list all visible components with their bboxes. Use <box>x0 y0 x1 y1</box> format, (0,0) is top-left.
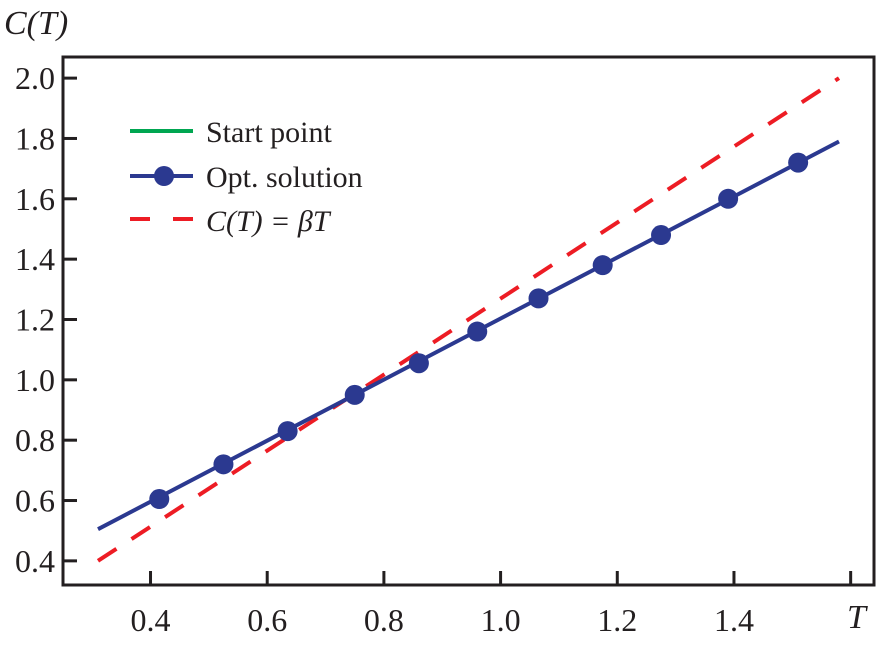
opt-solution-point <box>467 321 488 342</box>
opt-solution-point <box>528 288 549 309</box>
y-tick-label: 1.8 <box>15 120 55 156</box>
plot-area: 0.4 0.6 0.8 1.0 1.2 1.4 1.6 1.8 2.0 0.4 0.6 0.8 1.0 1… <box>15 55 876 638</box>
x-tick-label: 1.2 <box>597 602 637 638</box>
legend-item-opt-solution: Opt. solution <box>130 161 363 194</box>
opt-solution-point <box>344 384 365 405</box>
opt-solution-point <box>788 152 809 173</box>
x-tick-label: 1.0 <box>481 602 521 638</box>
x-tick-label: 1.4 <box>714 602 754 638</box>
legend-label-opt-solution: Opt. solution <box>206 161 363 194</box>
legend: Start point Opt. solution C(T) = βT <box>130 116 363 238</box>
plot-frame <box>61 55 876 587</box>
y-tick-label: 2.0 <box>15 60 55 96</box>
x-axis-label: T <box>847 599 868 636</box>
series-linear-line <box>96 76 841 563</box>
y-tick-label: 1.0 <box>15 362 55 398</box>
legend-label-linear: C(T) = βT <box>206 205 332 238</box>
opt-solution-point <box>277 421 298 442</box>
y-tick-label: 0.6 <box>15 483 55 519</box>
x-tick-label: 0.8 <box>364 602 404 638</box>
opt-solution-point <box>408 353 429 374</box>
y-axis-label: C(T) <box>4 5 68 42</box>
legend-marker-opt-solution <box>154 166 174 186</box>
legend-label-start-point: Start point <box>206 116 332 149</box>
opt-solution-point <box>592 255 613 276</box>
opt-solution-point <box>718 188 739 209</box>
legend-item-start-point: Start point <box>130 116 332 149</box>
y-tick-label: 0.8 <box>15 422 55 458</box>
y-tick-label: 1.6 <box>15 181 55 217</box>
x-tick-label: 0.4 <box>131 602 171 638</box>
opt-solution-point <box>651 225 672 246</box>
y-tick-label: 0.4 <box>15 543 55 579</box>
opt-solution-point <box>149 489 170 510</box>
y-tick-label: 1.2 <box>15 301 55 337</box>
opt-solution-point <box>213 454 234 475</box>
y-tick-label: 1.4 <box>15 241 55 277</box>
x-tick-label: 0.6 <box>247 602 287 638</box>
legend-item-linear: C(T) = βT <box>130 205 332 238</box>
